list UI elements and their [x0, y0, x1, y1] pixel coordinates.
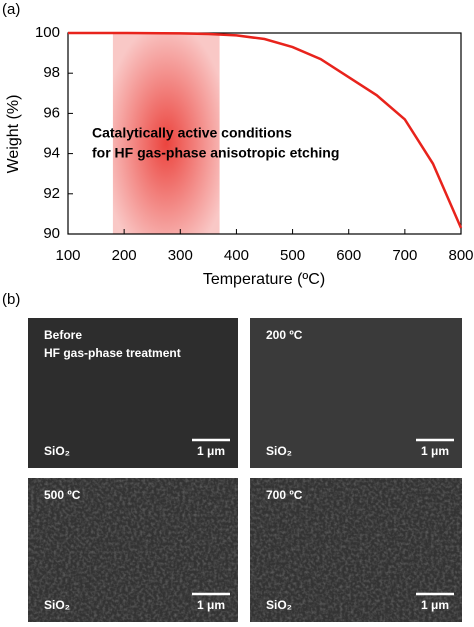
y-tick-label: 94 — [43, 145, 60, 162]
annotation: for HF gas-phase anisotropic etching — [92, 145, 339, 161]
x-tick-label: 200 — [112, 247, 137, 264]
y-tick-label: 100 — [35, 24, 60, 41]
x-tick-label: 300 — [168, 247, 193, 264]
sem-texture — [28, 478, 238, 622]
highlight-band — [112, 33, 220, 234]
scale-label: 1 μm — [421, 598, 449, 612]
y-tick-label: 98 — [43, 64, 60, 81]
plot-frame — [67, 32, 462, 235]
sem-label: 700 ºC — [266, 488, 303, 502]
y-tick-label: 96 — [43, 104, 60, 121]
annotation: Catalytically active conditions — [92, 125, 292, 141]
sem-label: 200 ºC — [266, 328, 303, 342]
sem-image — [250, 318, 462, 468]
x-axis-title: Temperature (ºC) — [203, 271, 325, 288]
y-axis-title: Weight (%) — [5, 95, 22, 174]
x-tick-label: 100 — [55, 247, 80, 264]
sem-texture — [250, 478, 462, 622]
y-tick-label: 92 — [43, 185, 60, 202]
x-tick-label: 700 — [392, 247, 417, 264]
sem-material: SiO₂ — [44, 598, 70, 612]
x-tick-label: 500 — [280, 247, 305, 264]
y-tick-label: 90 — [43, 225, 60, 242]
sem-material: SiO₂ — [266, 444, 292, 458]
sem-material: SiO₂ — [44, 444, 70, 458]
scale-label: 1 μm — [197, 444, 225, 458]
sem-label: Before — [44, 328, 82, 342]
sem-label: 500 ºC — [44, 488, 81, 502]
scale-label: 1 μm — [421, 444, 449, 458]
sem-image — [28, 318, 238, 468]
scale-label: 1 μm — [197, 598, 225, 612]
sem-material: SiO₂ — [266, 598, 292, 612]
x-tick-label: 800 — [448, 247, 473, 264]
x-tick-label: 600 — [336, 247, 361, 264]
panel-label: (b) — [2, 291, 20, 308]
x-tick-label: 400 — [224, 247, 249, 264]
panel-label: (a) — [2, 1, 20, 18]
data-line — [68, 31, 463, 229]
sem-label: HF gas-phase treatment — [44, 346, 181, 360]
